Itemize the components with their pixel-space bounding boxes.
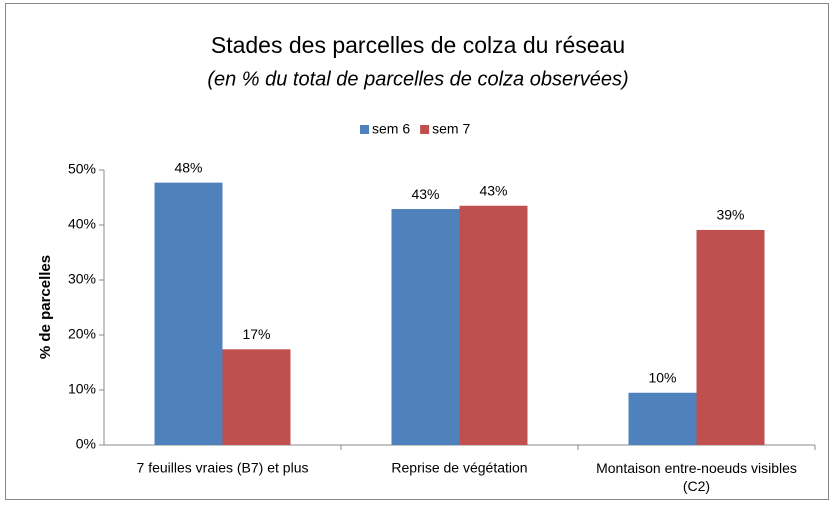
bar bbox=[628, 392, 697, 445]
y-tick-label: 30% bbox=[68, 271, 96, 287]
bar bbox=[459, 205, 528, 445]
bar bbox=[391, 209, 460, 445]
data-label: 48% bbox=[174, 159, 202, 175]
data-label: 10% bbox=[648, 369, 676, 385]
x-tick-label: Montaison entre-noeuds visibles (C2) bbox=[596, 460, 797, 494]
chart-subtitle: (en % du total de parcelles de colza obs… bbox=[207, 68, 628, 90]
x-tick-label: Reprise de végétation bbox=[391, 460, 527, 476]
y-tick-label: 40% bbox=[68, 216, 96, 232]
legend-label: sem 6 bbox=[372, 121, 410, 137]
data-label: 17% bbox=[242, 326, 270, 342]
bar bbox=[154, 182, 223, 445]
y-tick-label: 10% bbox=[68, 381, 96, 397]
legend-swatch bbox=[420, 125, 430, 134]
y-tick-label: 20% bbox=[68, 326, 96, 342]
legend-swatch bbox=[360, 125, 369, 134]
y-axis-label: % de parcelles bbox=[37, 255, 54, 359]
y-tick-label: 50% bbox=[68, 161, 96, 177]
data-label: 39% bbox=[716, 207, 744, 223]
bar bbox=[696, 229, 765, 445]
bar bbox=[222, 349, 291, 445]
y-tick-label: 0% bbox=[76, 436, 96, 452]
legend-label: sem 7 bbox=[432, 121, 470, 137]
chart-title: Stades des parcelles de colza du réseau bbox=[211, 32, 625, 58]
data-label: 43% bbox=[411, 186, 439, 202]
data-label: 43% bbox=[479, 182, 507, 198]
x-tick-label: 7 feuilles vraies (B7) et plus bbox=[137, 460, 309, 476]
